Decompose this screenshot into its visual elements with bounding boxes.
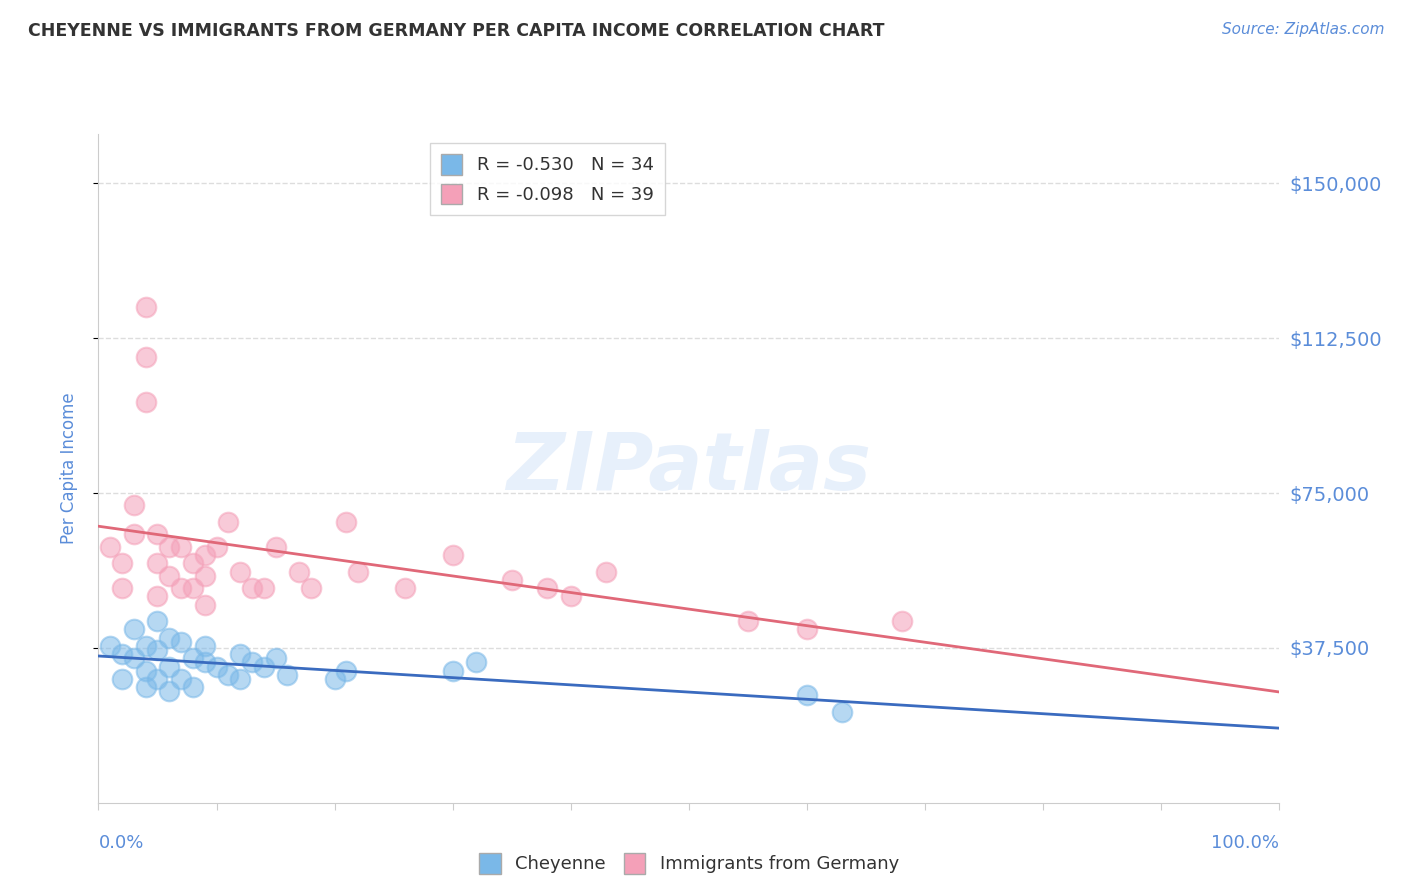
Point <box>98 540 121 554</box>
Point <box>335 515 357 529</box>
Point <box>441 664 464 678</box>
Point <box>264 651 287 665</box>
Point <box>122 651 145 665</box>
Point <box>98 639 121 653</box>
Point <box>181 680 204 694</box>
Y-axis label: Per Capita Income: Per Capita Income <box>59 392 77 544</box>
Point <box>595 565 617 579</box>
Point <box>240 656 263 670</box>
Point <box>465 656 488 670</box>
Point <box>181 556 204 570</box>
Point <box>181 651 204 665</box>
Text: 0.0%: 0.0% <box>98 834 143 852</box>
Point <box>146 556 169 570</box>
Text: CHEYENNE VS IMMIGRANTS FROM GERMANY PER CAPITA INCOME CORRELATION CHART: CHEYENNE VS IMMIGRANTS FROM GERMANY PER … <box>28 22 884 40</box>
Point <box>796 689 818 703</box>
Point <box>205 540 228 554</box>
Point <box>122 499 145 513</box>
Legend: Cheyenne, Immigrants from Germany: Cheyenne, Immigrants from Germany <box>471 846 907 880</box>
Point <box>157 540 180 554</box>
Point <box>111 672 134 686</box>
Point <box>288 565 311 579</box>
Point <box>157 659 180 673</box>
Point <box>560 590 582 604</box>
Point <box>111 647 134 661</box>
Point <box>229 647 252 661</box>
Point <box>157 631 180 645</box>
Point <box>111 581 134 595</box>
Point <box>323 672 346 686</box>
Point <box>157 684 180 698</box>
Point <box>441 548 464 562</box>
Point <box>122 527 145 541</box>
Point <box>194 598 217 612</box>
Point <box>536 581 558 595</box>
Point <box>146 614 169 628</box>
Point <box>299 581 322 595</box>
Point <box>194 639 217 653</box>
Point <box>217 667 239 681</box>
Point <box>194 568 217 582</box>
Text: Source: ZipAtlas.com: Source: ZipAtlas.com <box>1222 22 1385 37</box>
Point <box>170 581 193 595</box>
Point <box>276 667 298 681</box>
Point <box>737 614 759 628</box>
Point <box>217 515 239 529</box>
Point <box>831 705 853 719</box>
Point <box>229 565 252 579</box>
Point <box>135 664 157 678</box>
Point <box>240 581 263 595</box>
Point <box>170 634 193 648</box>
Point <box>170 540 193 554</box>
Point <box>796 623 818 637</box>
Point <box>264 540 287 554</box>
Text: 100.0%: 100.0% <box>1212 834 1279 852</box>
Point <box>135 300 157 314</box>
Point <box>111 556 134 570</box>
Point <box>394 581 416 595</box>
Point <box>501 573 523 587</box>
Point <box>890 614 912 628</box>
Point <box>135 350 157 364</box>
Point <box>229 672 252 686</box>
Point <box>135 395 157 409</box>
Point <box>253 659 276 673</box>
Point <box>194 656 217 670</box>
Point <box>194 548 217 562</box>
Point <box>146 527 169 541</box>
Point <box>347 565 370 579</box>
Point <box>146 672 169 686</box>
Text: ZIPatlas: ZIPatlas <box>506 429 872 508</box>
Point <box>122 623 145 637</box>
Point <box>146 643 169 657</box>
Point <box>335 664 357 678</box>
Point <box>170 672 193 686</box>
Point <box>157 568 180 582</box>
Point <box>135 680 157 694</box>
Point <box>205 659 228 673</box>
Point <box>181 581 204 595</box>
Point <box>253 581 276 595</box>
Point <box>146 590 169 604</box>
Point <box>135 639 157 653</box>
